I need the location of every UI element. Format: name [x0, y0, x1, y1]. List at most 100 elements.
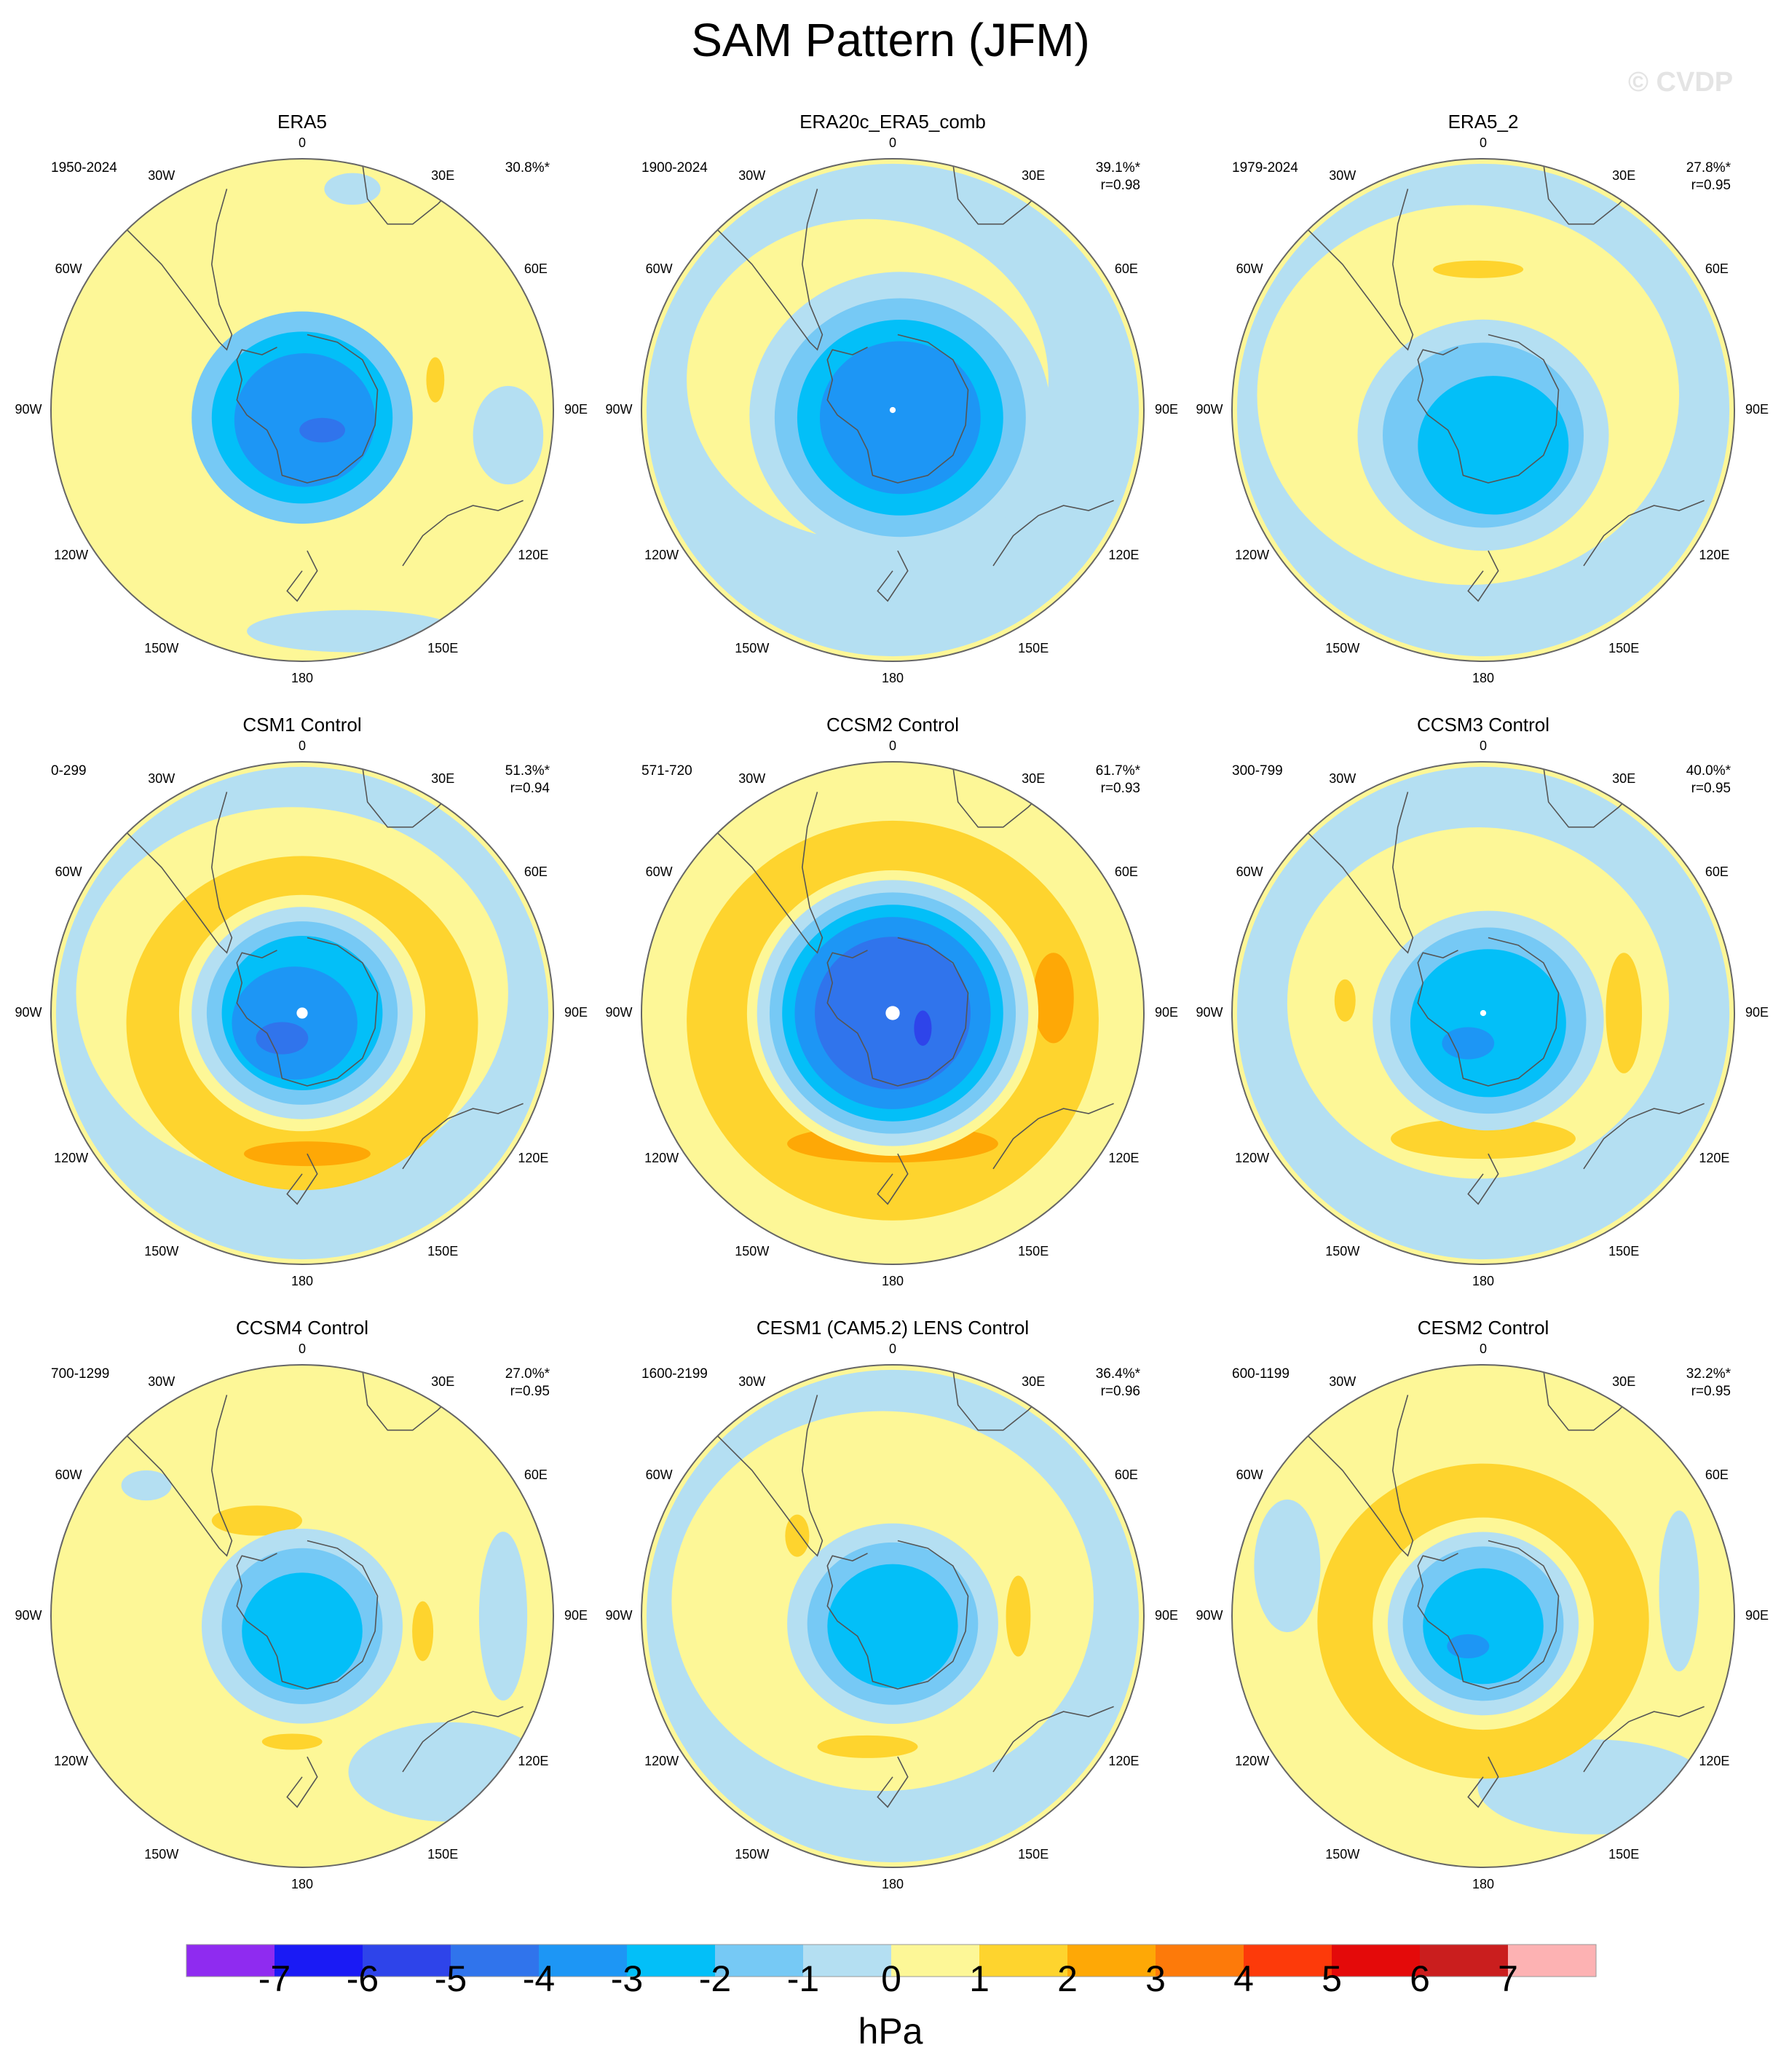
contour-fill-level	[256, 1022, 309, 1055]
longitude-label: 90W	[605, 402, 633, 417]
coastline	[1583, 500, 1705, 567]
coastline	[402, 1103, 524, 1170]
panel-title: ERA5_2	[1448, 111, 1519, 133]
colorbar-swatch	[539, 1945, 628, 1977]
contour-fill-level	[1442, 1027, 1495, 1060]
longitude-label: 120W	[1235, 1754, 1270, 1769]
panel-title: CSM1 Control	[242, 714, 362, 736]
panel-correlation: r=0.94	[510, 781, 550, 796]
contour-fill-level	[299, 417, 345, 443]
longitude-label: 30W	[1329, 1374, 1357, 1390]
longitude-label: 180	[881, 1274, 904, 1289]
polar-map	[50, 761, 554, 1265]
coastline	[877, 1153, 909, 1205]
panel-correlation: r=0.95	[1691, 1384, 1731, 1399]
contour-fill-level	[1391, 1118, 1576, 1159]
colorbar-outline	[186, 1944, 1597, 1977]
contour-fill-level	[1423, 1568, 1544, 1685]
panel-variance: 61.7%*	[1095, 763, 1140, 779]
longitude-label: 0	[298, 1342, 306, 1357]
longitude-label: 60E	[1705, 864, 1729, 879]
longitude-label: 30E	[1022, 1374, 1046, 1390]
longitude-label: 120E	[1108, 1151, 1140, 1166]
coastline	[1417, 334, 1560, 484]
longitude-label: 0	[888, 738, 896, 754]
coastline	[992, 1706, 1114, 1773]
longitude-label: 90E	[1155, 1005, 1179, 1020]
contour-fill-level	[211, 1505, 302, 1536]
longitude-label: 150W	[1325, 1243, 1360, 1258]
longitude-label: 120E	[1699, 1151, 1730, 1166]
longitude-label: 180	[1472, 1877, 1495, 1892]
colorbar-tick-label: 6	[1410, 1958, 1430, 1999]
panel-variance: 40.0%*	[1686, 763, 1731, 779]
map-panel: ERA20c_ERA5_comb 1900-2024 39.1%* r=0.98 0 30…	[601, 102, 1184, 699]
map-border	[1231, 761, 1735, 1265]
longitude-label: 120W	[644, 548, 679, 563]
longitude-label: 120W	[54, 1151, 89, 1166]
longitude-label: 30E	[1612, 168, 1636, 184]
longitude-label: 150W	[735, 1243, 770, 1258]
longitude-label: 150W	[144, 1846, 179, 1862]
coastline	[121, 1395, 233, 1557]
panel-variance: 30.8%*	[505, 160, 550, 176]
longitude-label: 60W	[1236, 864, 1263, 879]
coastline	[402, 1706, 524, 1773]
longitude-label: 60W	[1236, 261, 1263, 276]
contour-fill-level	[473, 385, 544, 485]
longitude-label: 30E	[431, 771, 455, 787]
panel-period: 300-799	[1232, 763, 1283, 779]
panel-period: 1600-2199	[641, 1366, 708, 1382]
coastline	[286, 1756, 318, 1808]
colorbar-swatch	[451, 1945, 540, 1977]
coastline	[992, 500, 1114, 567]
longitude-label: 120W	[54, 548, 89, 563]
panel-period: 1900-2024	[641, 160, 708, 176]
coastline	[992, 1103, 1114, 1170]
longitude-label: 90E	[564, 1005, 588, 1020]
longitude-label: 60E	[524, 1467, 548, 1482]
colorbar-tick-label: -1	[786, 1958, 820, 1999]
colorbar-tick-label: 7	[1498, 1958, 1518, 1999]
longitude-label: 60E	[524, 864, 548, 879]
panel-period: 1979-2024	[1232, 160, 1298, 176]
map-panel: CCSM2 Control 571-720 61.7%* r=0.93 0 30E 60E 9…	[601, 705, 1184, 1302]
panel-title: CESM2 Control	[1417, 1317, 1549, 1339]
longitude-label: 90W	[605, 1608, 633, 1623]
polar-map	[1231, 158, 1735, 662]
coastline	[1417, 1540, 1560, 1690]
colorbar-tick-label: -5	[434, 1958, 467, 1999]
longitude-label: 90W	[1196, 1608, 1223, 1623]
longitude-label: 30W	[738, 771, 766, 787]
map-panel: CCSM3 Control 300-799 40.0%* r=0.95 0 30E 60E 9…	[1192, 705, 1774, 1302]
contour-fill-level	[1032, 953, 1074, 1044]
longitude-label: 90E	[1155, 402, 1179, 417]
page-title: SAM Pattern (JFM)	[691, 14, 1090, 66]
longitude-label: 0	[888, 1342, 896, 1357]
coastline	[711, 189, 824, 351]
colorbar-tick-label: 4	[1233, 1958, 1254, 1999]
pole-missing-data	[296, 1007, 308, 1019]
panel-variance: 39.1%*	[1095, 160, 1140, 176]
longitude-label: 60W	[55, 261, 82, 276]
pole-missing-data	[1480, 1009, 1487, 1017]
map-panel: CESM1 (CAM5.2) LENS Control 1600-2199 36.4…	[601, 1308, 1184, 1905]
panel-variance: 36.4%*	[1095, 1366, 1140, 1382]
contour-fill-level	[426, 357, 445, 403]
longitude-label: 120W	[1235, 548, 1270, 563]
panel-title: CESM1 (CAM5.2) LENS Control	[756, 1317, 1030, 1339]
longitude-label: 30W	[148, 771, 175, 787]
longitude-label: 90W	[1196, 1005, 1223, 1020]
map-border	[641, 761, 1145, 1265]
colorbar-swatch	[1156, 1945, 1244, 1977]
coastline	[1467, 550, 1499, 602]
panel-correlation: r=0.96	[1100, 1384, 1140, 1399]
contour-fill-level	[1254, 1499, 1321, 1633]
polar-map	[641, 761, 1145, 1265]
longitude-label: 60W	[645, 261, 673, 276]
panel-period: 600-1199	[1232, 1366, 1290, 1382]
colorbar-swatch	[1244, 1945, 1332, 1977]
longitude-label: 60W	[645, 1467, 673, 1482]
